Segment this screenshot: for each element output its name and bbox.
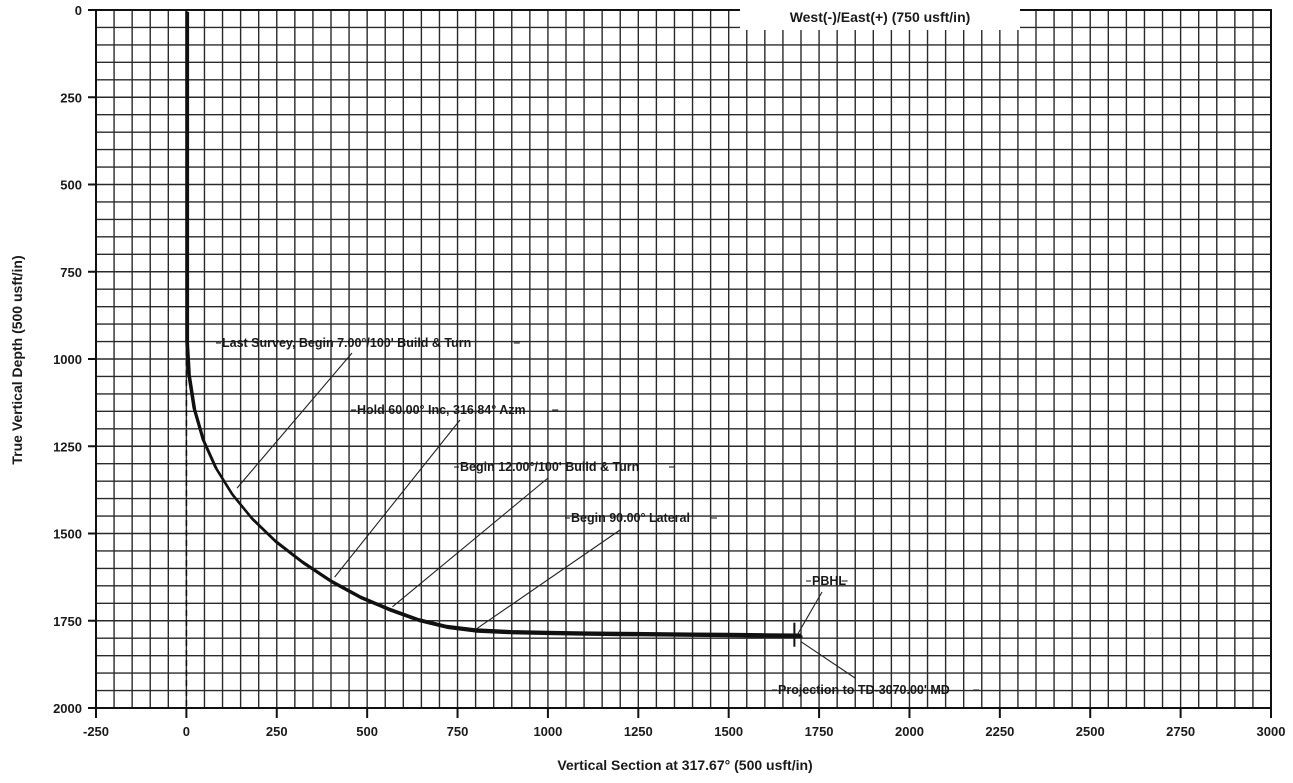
annotation-pbhl-leader xyxy=(796,591,823,635)
well-path-line-trace xyxy=(186,12,803,638)
x-tick-label: 1500 xyxy=(714,724,743,739)
x-tick-label: 1250 xyxy=(624,724,653,739)
x-tick-label: 3000 xyxy=(1257,724,1286,739)
annotation-last-survey-leader xyxy=(236,352,353,489)
x-tick-label: 2250 xyxy=(985,724,1014,739)
annotation-build-turn-leader xyxy=(392,477,549,608)
axes xyxy=(88,6,1272,718)
annotation-last-survey: Last Survey, Begin 7.00°/100' Build & Tu… xyxy=(222,336,471,350)
x-tick-label: 1750 xyxy=(805,724,834,739)
y-tick-label: 1250 xyxy=(53,439,82,454)
y-tick-label: 1500 xyxy=(53,527,82,542)
x-tick-label: 2750 xyxy=(1166,724,1195,739)
x-axis-title: Vertical Section at 317.67° (500 usft/in… xyxy=(557,757,812,773)
annotation-lateral-leader xyxy=(475,529,621,630)
y-tick-label: 1750 xyxy=(53,614,82,629)
annotation-hold: Hold 60.00° Inc, 316.84° Azm xyxy=(357,403,526,417)
labels: -250 0 250 500 750 1000 1250 1500 1750 2000 2250 25… xyxy=(53,3,1285,739)
x-tick-label: 2000 xyxy=(895,724,924,739)
x-tick-label: 250 xyxy=(266,724,288,739)
x-tick-label: 1000 xyxy=(533,724,562,739)
annotation-pbhl: PBHL xyxy=(812,574,846,588)
x-tick-label: -250 xyxy=(83,724,109,739)
top-axis-title: West(-)/East(+) (750 usft/in) xyxy=(790,9,971,25)
annotation-leaders xyxy=(216,342,980,691)
y-tick-label: 2000 xyxy=(53,701,82,716)
y-tick-label: 500 xyxy=(60,178,82,193)
x-tick-label: 2500 xyxy=(1076,724,1105,739)
annotation-projection-leader xyxy=(800,641,856,679)
grid xyxy=(95,9,1272,709)
top-title-backdrop xyxy=(740,6,1020,30)
y-tick-label: 0 xyxy=(75,3,82,18)
y-axis-title: True Vertical Depth (500 usft/in) xyxy=(9,255,25,464)
x-tick-label: 500 xyxy=(356,724,378,739)
annotation-hold-leader xyxy=(334,419,461,578)
y-tick-label: 250 xyxy=(60,90,82,105)
annotation-build-turn: Begin 12.00°/100' Build & Turn xyxy=(460,460,639,474)
annotation-lateral: Begin 90.00° Lateral xyxy=(571,511,690,525)
x-tick-label: 0 xyxy=(183,724,190,739)
y-tick-label: 750 xyxy=(60,265,82,280)
series-layer xyxy=(185,10,803,647)
annotation-projection: Projection to TD-3070.00' MD xyxy=(778,683,950,697)
y-tick-label: 1000 xyxy=(53,352,82,367)
x-tick-label: 750 xyxy=(447,724,469,739)
